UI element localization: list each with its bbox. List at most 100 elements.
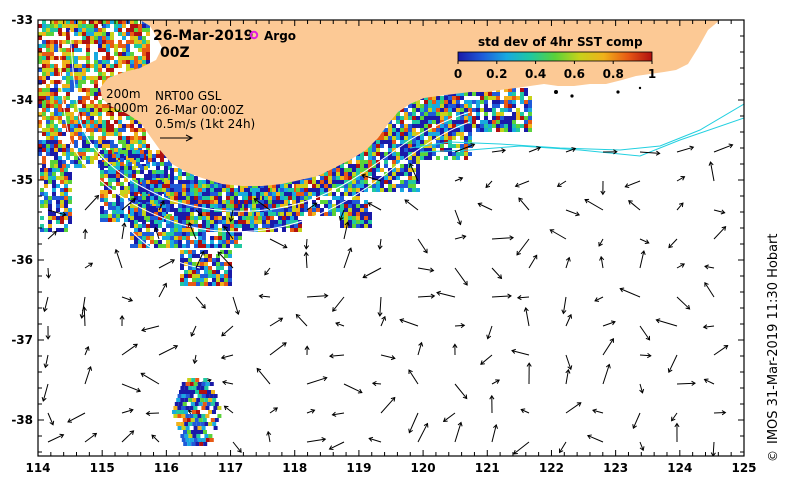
sst-pixel (70, 64, 74, 68)
sst-pixel (186, 244, 190, 248)
sst-pixel (160, 174, 164, 178)
current-arrow-head (710, 452, 716, 456)
sst-pixel (54, 156, 58, 160)
sst-pixel (134, 40, 138, 44)
current-arrow-head (728, 143, 734, 149)
sst-pixel (444, 156, 448, 160)
sst-pixel (272, 208, 276, 212)
sst-pixel (296, 200, 300, 204)
sst-pixel (352, 204, 356, 208)
sst-pixel (82, 64, 86, 68)
current-arrow-head (197, 211, 203, 217)
sst-pixel (102, 36, 106, 40)
sst-pixel (122, 136, 126, 140)
sst-pixel (348, 216, 352, 220)
sst-pixel (50, 52, 54, 56)
sst-pixel (190, 216, 194, 220)
sst-pixel (181, 426, 186, 430)
sst-pixel (106, 56, 110, 60)
sst-pixel (196, 254, 200, 258)
sst-pixel (106, 64, 110, 68)
sst-pixel (424, 148, 428, 152)
currents-scale: 0.5m/s (1kt 24h) (155, 117, 255, 131)
current-arrow-head (429, 267, 435, 273)
sst-pixel (166, 200, 170, 204)
sst-pixel (298, 228, 302, 232)
sst-pixel (528, 100, 532, 104)
sst-pixel (432, 116, 436, 120)
sst-pixel (46, 152, 50, 156)
sst-pixel (154, 212, 158, 216)
current-arrow-head (145, 410, 151, 416)
current-arrow (339, 209, 345, 221)
sst-pixel (66, 96, 70, 100)
current-arrow-head (220, 354, 226, 360)
sst-pixel (328, 172, 332, 176)
sst-pixel (520, 116, 524, 120)
sst-pixel (392, 148, 396, 152)
sst-pixel (210, 196, 214, 200)
sst-pixel (130, 128, 134, 132)
current-arrow-head (489, 394, 495, 400)
current-arrow (639, 151, 660, 154)
current-arrow-head (408, 162, 414, 168)
sst-pixel (254, 224, 258, 228)
current-arrow-head (644, 239, 650, 245)
sst-pixel (356, 172, 360, 176)
sst-pixel (120, 214, 124, 218)
sst-pixel (182, 216, 186, 220)
sst-pixel (74, 20, 78, 24)
current-arrow (676, 382, 696, 385)
sst-pixel (222, 232, 226, 236)
sst-pixel (50, 100, 54, 104)
sst-pixel (140, 170, 144, 174)
sst-pixel (340, 200, 344, 204)
sst-pixel (134, 208, 138, 212)
coastal-islands (554, 86, 642, 98)
current-arrow (515, 180, 530, 187)
sst-pixel (452, 104, 456, 108)
sst-pixel (102, 104, 106, 108)
sst-pixel (104, 218, 108, 222)
sst-pixel (110, 108, 114, 112)
current-arrow (158, 283, 167, 298)
sst-pixel (320, 212, 324, 216)
sst-pixel (192, 434, 197, 438)
sst-pixel (205, 414, 210, 418)
sst-pixel (276, 204, 280, 208)
sst-pixel (146, 144, 150, 148)
sst-pixel (254, 216, 258, 220)
sst-pixel (150, 188, 154, 192)
sst-pixel (284, 200, 288, 204)
sst-pixel (201, 438, 206, 442)
sst-pixel (213, 394, 218, 398)
sst-pixel (184, 270, 188, 274)
sst-pixel (54, 20, 58, 24)
sst-pixel (130, 188, 134, 192)
sst-pixel (106, 112, 110, 116)
sst-pixel (240, 212, 244, 216)
sst-pixel (336, 208, 340, 212)
sst-pixel (46, 84, 50, 88)
current-vectors (41, 143, 734, 456)
sst-pixel (114, 120, 118, 124)
sst-pixel (356, 164, 360, 168)
sst-pixel (213, 426, 218, 430)
sst-pixel (38, 104, 42, 108)
sst-pixel (138, 224, 142, 228)
sst-pixel (191, 430, 195, 434)
sst-pixel (102, 28, 106, 32)
sst-pixel (424, 116, 428, 120)
sst-pixel (38, 32, 42, 36)
sst-pixel (60, 204, 64, 208)
sst-pixel (186, 204, 190, 208)
sst-pixel (126, 60, 130, 64)
current-arrow-head (328, 353, 334, 359)
sst-pixel (116, 218, 120, 222)
sst-pixel (146, 236, 150, 240)
sst-pixel (348, 204, 352, 208)
sst-pixel (412, 188, 416, 192)
sst-pixel (190, 184, 194, 188)
sst-pixel (42, 96, 46, 100)
current-arrow-head (303, 244, 310, 250)
